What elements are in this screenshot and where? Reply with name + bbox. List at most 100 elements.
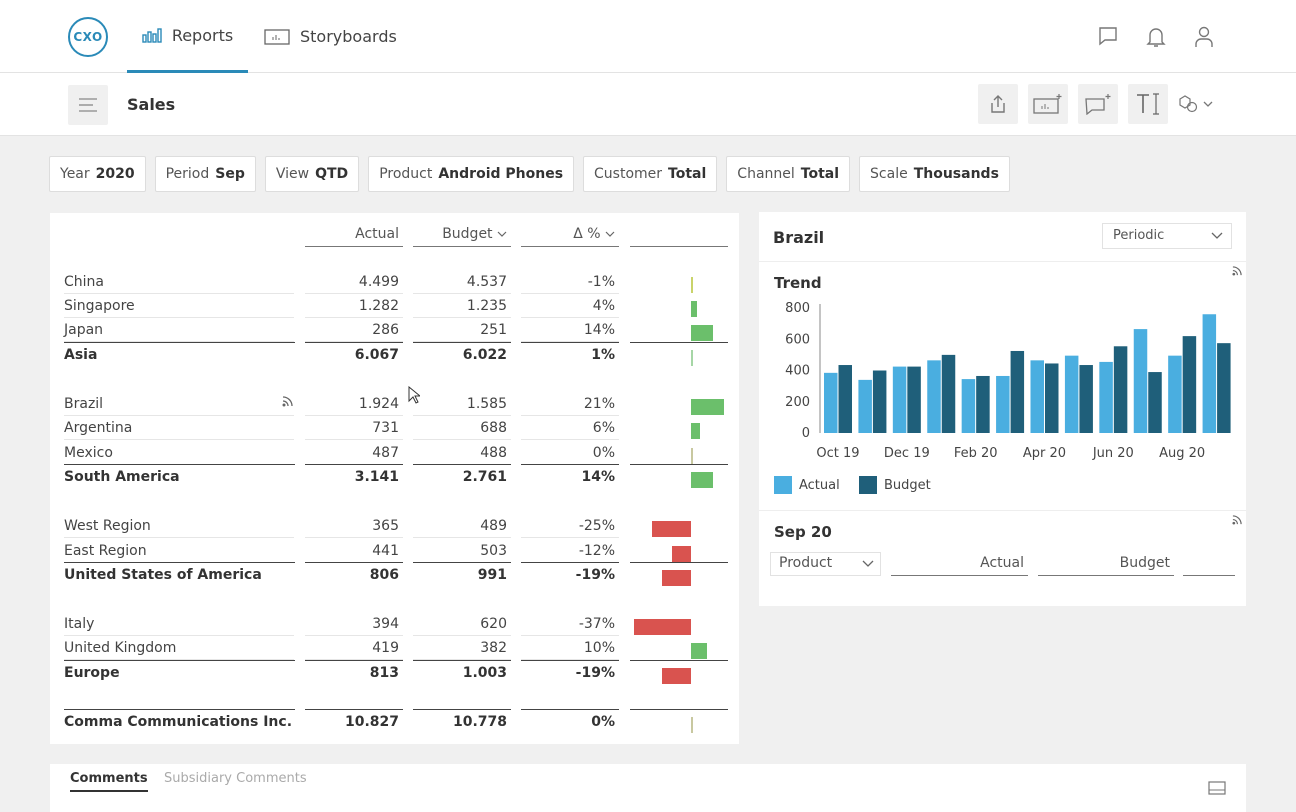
bar-budget[interactable] [872,370,887,434]
total-separator [521,709,619,710]
product-select[interactable]: Product [770,552,881,576]
filter-chip-view[interactable]: View QTD [264,156,360,192]
y-tick-label: 0 [802,426,810,441]
bar-budget[interactable] [838,365,853,433]
bar-actual[interactable] [1202,314,1217,433]
bar-actual[interactable] [1030,360,1045,433]
row-budget: 991 [477,567,507,583]
row-budget: 251 [413,322,511,342]
bar-budget[interactable] [907,366,921,433]
col-header-actual[interactable]: Actual [305,226,403,247]
row-name: West Region [64,518,294,538]
row-delta: 4% [521,298,619,318]
filter-chip-year[interactable]: Year 2020 [49,156,146,192]
tab-comments[interactable]: Comments [70,771,148,792]
bar-actual[interactable] [927,360,941,433]
bar-budget[interactable] [1148,372,1162,433]
total-separator [413,709,511,710]
bar-budget[interactable] [1182,336,1197,433]
variance-bar [691,301,698,317]
bar-budget[interactable] [1113,346,1128,433]
sub-col-header-actual[interactable]: Actual [891,555,1028,576]
bar-budget[interactable] [1079,365,1093,433]
row-delta: 21% [521,396,619,416]
menu-button[interactable] [68,85,108,125]
bar-actual[interactable] [961,379,976,433]
filter-chip-scale[interactable]: Scale Thousands [859,156,1010,192]
bar-actual[interactable] [858,379,872,433]
text-format-button[interactable] [1128,84,1168,124]
bar-budget[interactable] [1010,350,1025,433]
row-name: China [64,274,294,294]
period-type-select[interactable]: Periodic [1102,223,1232,249]
filter-chip-product[interactable]: Product Android Phones [368,156,575,192]
row-actual: 731 [305,420,403,440]
y-tick-label: 600 [785,332,810,347]
filter-chip-period[interactable]: Period Sep [154,156,256,192]
row-budget: 503 [413,543,511,563]
trend-feed-icon[interactable] [1232,266,1242,279]
row-actual: 4.499 [305,274,403,294]
variance-bar [691,350,693,366]
variance-bar [691,472,713,488]
row-delta: 14% [581,469,615,485]
filter-label: Product [379,166,433,182]
filter-value: QTD [315,166,349,182]
tab-subsidiary-comments[interactable]: Subsidiary Comments [164,771,307,786]
add-to-storyboard-button[interactable] [1028,84,1068,124]
bar-actual[interactable] [996,375,1010,433]
row-budget: 1.235 [413,298,511,318]
trend-bar-chart: 0 200 400 600 800 Oct 19 Dec 19 Feb 20 Apr 20 Jun… [785,301,1231,461]
total-separator [630,464,728,465]
row-budget: 6.022 [462,347,507,363]
row-actual: 286 [305,322,403,342]
bar-actual[interactable] [1064,355,1079,433]
bar-budget[interactable] [1045,363,1059,433]
bar-budget[interactable] [1217,343,1231,433]
filter-chip-customer[interactable]: Customer Total [583,156,718,192]
variance-bar [652,521,691,537]
tab-storyboards[interactable]: Storyboards [264,0,397,73]
bar-actual[interactable] [892,366,907,433]
add-comment-button[interactable] [1078,84,1118,124]
filter-chip-channel[interactable]: Channel Total [726,156,851,192]
user-icon[interactable] [1194,26,1214,52]
sub-col-header-delta[interactable] [1183,555,1235,576]
row-budget: 488 [413,445,511,465]
row-delta: -25% [521,518,619,538]
shapes-dropdown[interactable] [1178,95,1214,117]
sub-col-header-budget[interactable]: Budget [1038,555,1174,576]
col-header-variance-bar [630,226,728,247]
sub-feed-icon[interactable] [1232,515,1242,528]
col-header-delta-label: Δ % [573,226,601,242]
chevron-down-icon [497,231,507,237]
detail-title: Brazil [773,228,825,247]
x-tick-label: Feb 20 [954,446,998,461]
total-separator [64,660,295,661]
keyboard-icon[interactable] [1208,780,1226,799]
total-separator [630,562,728,563]
row-budget: 620 [413,616,511,636]
export-button[interactable] [978,84,1018,124]
row-budget: 4.537 [413,274,511,294]
bell-icon[interactable] [1146,26,1166,52]
tab-reports[interactable]: Reports [127,0,248,73]
bar-budget[interactable] [941,354,956,433]
row-name: Argentina [64,420,294,440]
row-delta: -12% [521,543,619,563]
bar-actual[interactable] [1099,361,1113,433]
col-header-delta[interactable]: Δ % [521,226,619,247]
row-name: Italy [64,616,294,636]
row-actual: 487 [305,445,403,465]
bar-budget[interactable] [976,375,990,433]
product-select-value: Product [779,555,833,571]
bar-actual[interactable] [1133,329,1148,433]
row-name: East Region [64,543,294,563]
bar-actual[interactable] [824,372,838,433]
total-separator [305,464,403,465]
cxo-logo[interactable]: CXO [68,17,108,57]
col-header-budget[interactable]: Budget [413,226,511,247]
bar-actual[interactable] [1168,355,1182,433]
feed-icon[interactable] [282,396,293,410]
chat-icon[interactable] [1098,26,1118,50]
